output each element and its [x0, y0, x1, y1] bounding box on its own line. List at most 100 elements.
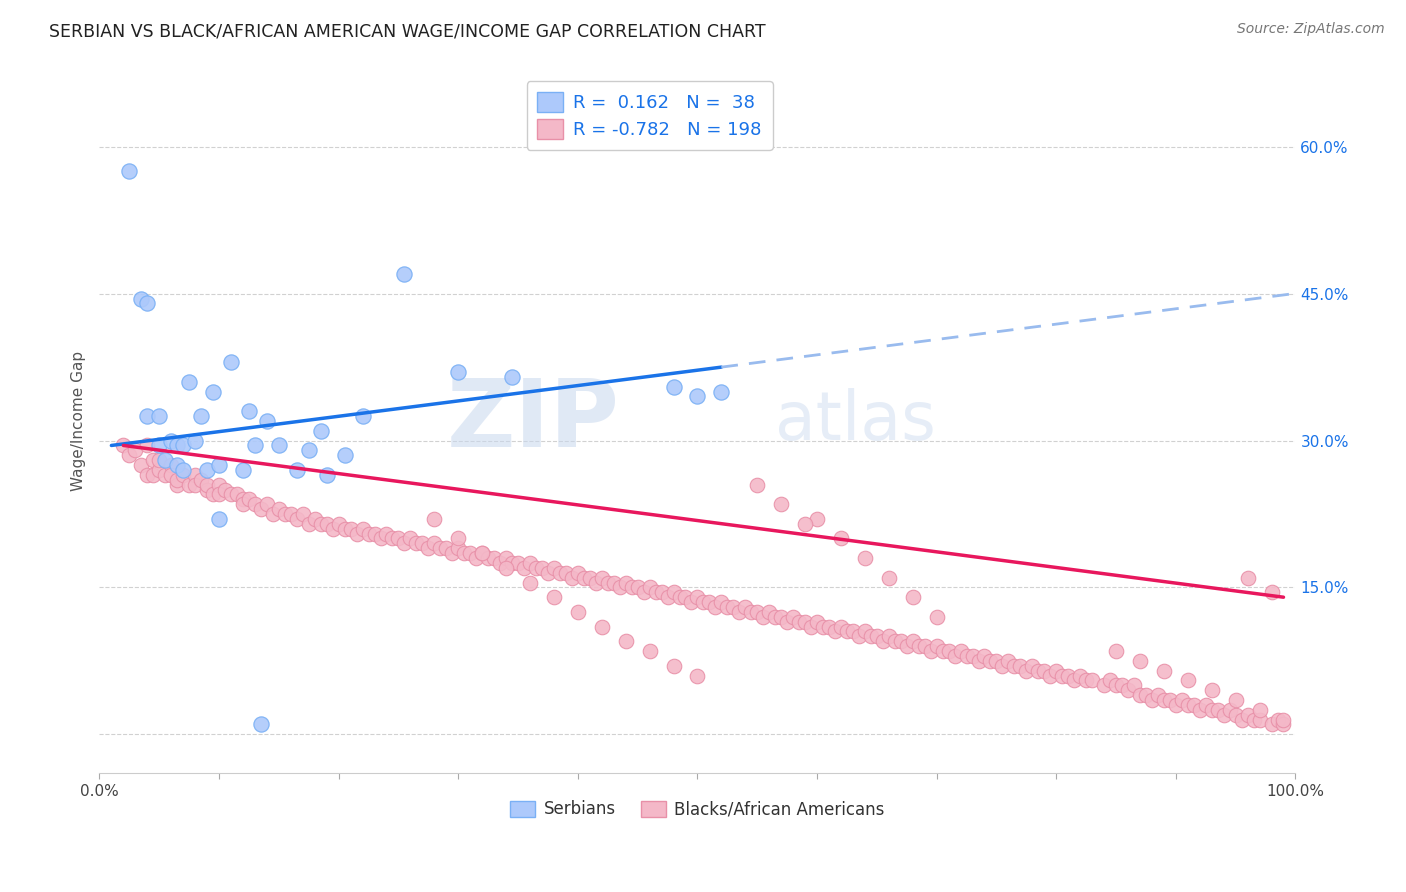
Point — [686, 591, 709, 605]
Point — [129, 458, 152, 472]
Point — [267, 438, 290, 452]
Point — [567, 566, 589, 580]
Point — [1267, 713, 1289, 727]
Point — [513, 561, 536, 575]
Point — [1249, 703, 1271, 717]
Point — [1236, 707, 1258, 722]
Point — [800, 619, 823, 633]
Point — [991, 658, 1014, 673]
Point — [578, 571, 600, 585]
Point — [256, 497, 278, 511]
Point — [794, 615, 817, 629]
Point — [136, 296, 159, 310]
Point — [447, 541, 470, 556]
Point — [591, 619, 613, 633]
Text: atlas: atlas — [775, 388, 936, 454]
Point — [471, 546, 494, 560]
Point — [339, 522, 361, 536]
Point — [1010, 658, 1032, 673]
Point — [734, 599, 756, 614]
Point — [1092, 678, 1115, 692]
Point — [1272, 713, 1295, 727]
Point — [280, 507, 302, 521]
Point — [298, 443, 321, 458]
Text: Source: ZipAtlas.com: Source: ZipAtlas.com — [1237, 22, 1385, 37]
Point — [776, 615, 799, 629]
Point — [352, 409, 374, 423]
Point — [447, 365, 470, 379]
Point — [830, 619, 852, 633]
Point — [675, 591, 697, 605]
Point — [1105, 644, 1128, 658]
Point — [375, 526, 398, 541]
Point — [747, 477, 769, 491]
Point — [148, 438, 170, 452]
Point — [155, 467, 177, 482]
Point — [1159, 693, 1181, 707]
Point — [1129, 688, 1152, 702]
Point — [232, 463, 254, 477]
Point — [1225, 707, 1247, 722]
Point — [489, 556, 512, 570]
Point — [1249, 713, 1271, 727]
Point — [883, 634, 905, 648]
Point — [830, 532, 852, 546]
Point — [896, 639, 918, 653]
Point — [907, 639, 929, 653]
Point — [931, 644, 953, 658]
Point — [591, 571, 613, 585]
Point — [704, 599, 727, 614]
Point — [179, 477, 201, 491]
Point — [638, 581, 661, 595]
Point — [495, 551, 517, 566]
Point — [453, 546, 475, 560]
Point — [1015, 664, 1038, 678]
Point — [482, 551, 505, 566]
Point — [1099, 673, 1122, 688]
Point — [172, 463, 194, 477]
Point — [668, 591, 690, 605]
Text: ZIP: ZIP — [447, 375, 620, 467]
Point — [848, 629, 870, 643]
Point — [429, 541, 451, 556]
Point — [877, 629, 900, 643]
Point — [179, 375, 201, 389]
Point — [1171, 693, 1194, 707]
Point — [1076, 673, 1098, 688]
Point — [1219, 703, 1241, 717]
Point — [333, 522, 356, 536]
Point — [256, 414, 278, 428]
Point — [501, 556, 523, 570]
Point — [614, 634, 637, 648]
Point — [298, 516, 321, 531]
Point — [806, 512, 828, 526]
Point — [304, 512, 326, 526]
Point — [811, 619, 834, 633]
Point — [291, 507, 314, 521]
Point — [763, 609, 786, 624]
Point — [1206, 703, 1229, 717]
Point — [423, 536, 446, 550]
Point — [315, 467, 337, 482]
Point — [859, 629, 882, 643]
Point — [901, 591, 924, 605]
Point — [195, 483, 218, 497]
Point — [710, 595, 733, 609]
Point — [567, 605, 589, 619]
Text: SERBIAN VS BLACK/AFRICAN AMERICAN WAGE/INCOME GAP CORRELATION CHART: SERBIAN VS BLACK/AFRICAN AMERICAN WAGE/I… — [49, 22, 766, 40]
Point — [370, 532, 392, 546]
Point — [160, 458, 183, 472]
Point — [794, 516, 817, 531]
Point — [160, 434, 183, 448]
Point — [434, 541, 457, 556]
Point — [1002, 658, 1025, 673]
Point — [710, 384, 733, 399]
Point — [644, 585, 666, 599]
Point — [967, 654, 990, 668]
Point — [716, 599, 738, 614]
Point — [243, 497, 266, 511]
Point — [1236, 571, 1258, 585]
Point — [519, 556, 541, 570]
Point — [136, 467, 159, 482]
Point — [214, 483, 236, 497]
